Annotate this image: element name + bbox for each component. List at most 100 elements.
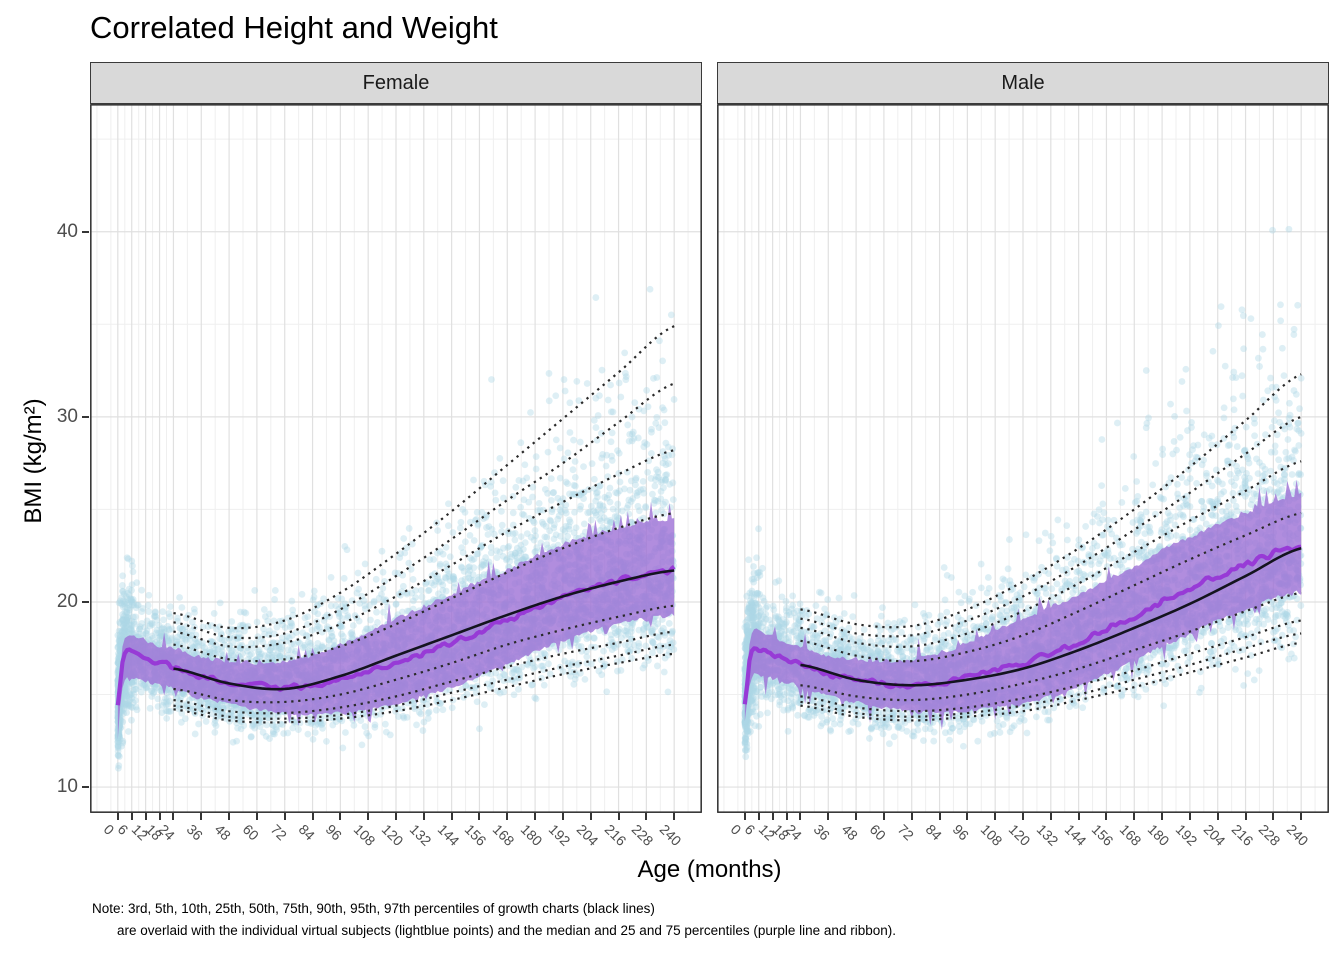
x-tick-label: 120 [378, 821, 407, 849]
x-tick-label: 192 [1172, 821, 1201, 849]
x-tick-mark [311, 813, 314, 820]
x-tick-mark [785, 813, 788, 820]
x-tick-mark [799, 813, 802, 820]
x-tick-mark [994, 813, 997, 820]
x-tick-mark [1161, 813, 1164, 820]
x-tick-label: 60 [239, 821, 262, 844]
x-tick-mark [172, 813, 175, 820]
y-axis-title: BMI (kg/m²) [20, 398, 47, 524]
x-tick-label: 216 [601, 821, 630, 849]
x-tick-mark [158, 813, 161, 820]
x-tick-mark [882, 813, 885, 820]
x-tick-label: 48 [838, 821, 862, 844]
x-tick-mark [910, 813, 913, 820]
x-tick-mark [673, 813, 676, 820]
x-tick-label: 168 [1116, 821, 1145, 849]
x-tick-mark [255, 813, 258, 820]
x-tick-label: 132 [1033, 821, 1062, 849]
x-tick-mark [1049, 813, 1052, 820]
x-tick-label: 96 [323, 821, 346, 844]
y-tick-label: 30 [56, 405, 78, 427]
x-tick-mark [966, 813, 969, 820]
note-line-1: Note: 3rd, 5th, 10th, 25th, 50th, 75th, … [92, 901, 655, 916]
x-tick-label: 72 [894, 821, 917, 844]
x-tick-label: 168 [489, 821, 518, 849]
x-tick-mark [1188, 813, 1191, 820]
x-tick-label: 84 [922, 821, 945, 844]
x-tick-label: 180 [517, 821, 546, 849]
x-tick-mark [478, 813, 481, 820]
x-tick-label: 144 [1061, 821, 1090, 849]
x-tick-mark [645, 813, 648, 820]
x-tick-mark [1133, 813, 1136, 820]
y-tick-label: 20 [56, 590, 78, 612]
x-axis-title: Age (months) [637, 856, 782, 883]
x-tick-mark [743, 813, 746, 820]
x-tick-label: 0 [727, 821, 745, 838]
x-tick-mark [771, 813, 774, 820]
x-tick-label: 144 [434, 821, 463, 849]
x-tick-label: 204 [573, 821, 602, 849]
x-tick-mark [395, 813, 397, 820]
x-tick-mark [1244, 813, 1247, 820]
x-tick-label: 120 [1005, 821, 1034, 849]
x-tick-label: 36 [810, 821, 834, 844]
x-tick-mark [116, 813, 119, 820]
x-tick-label: 156 [1089, 821, 1117, 849]
x-tick-mark [827, 813, 830, 820]
y-tick-label: 40 [56, 220, 78, 242]
x-tick-label: 60 [866, 821, 889, 844]
x-tick-label: 6 [114, 821, 132, 838]
x-tick-mark [200, 813, 203, 820]
x-tick-mark [534, 813, 537, 820]
y-tick-label: 10 [56, 776, 78, 798]
x-tick-label: 180 [1144, 821, 1173, 849]
x-tick-label: 228 [1256, 821, 1284, 849]
x-tick-mark [855, 813, 858, 820]
x-tick-label: 6 [741, 821, 759, 838]
y-tick-mark [82, 786, 89, 789]
x-tick-mark [1300, 813, 1303, 820]
x-tick-mark [450, 813, 453, 820]
facet-strip-female: Female [90, 62, 702, 104]
x-tick-mark [1216, 813, 1219, 820]
x-tick-label: 204 [1200, 821, 1229, 849]
x-tick-mark [1077, 813, 1080, 820]
y-tick-mark [82, 415, 89, 418]
x-tick-label: 24 [156, 821, 179, 844]
y-tick-mark [82, 600, 89, 603]
x-tick-mark [938, 813, 941, 820]
chart-title: Correlated Height and Weight [90, 10, 498, 45]
x-tick-label: 48 [211, 821, 235, 844]
panel-canvas-female [90, 104, 702, 813]
x-tick-label: 72 [267, 821, 290, 844]
x-tick-mark [1022, 813, 1024, 820]
x-tick-label: 156 [462, 821, 490, 849]
note-line-2: are overlaid with the individual virtual… [117, 923, 896, 938]
x-tick-mark [283, 813, 286, 820]
x-tick-mark [1272, 813, 1275, 820]
x-tick-mark [617, 813, 620, 820]
x-tick-label: 192 [545, 821, 574, 849]
x-tick-label: 36 [183, 821, 207, 844]
y-tick-mark [82, 230, 89, 233]
x-tick-label: 228 [629, 821, 657, 849]
x-tick-label: 132 [406, 821, 435, 849]
x-tick-label: 96 [950, 821, 973, 844]
x-tick-mark [422, 813, 425, 820]
x-tick-mark [506, 813, 509, 820]
x-tick-label: 240 [1283, 821, 1312, 849]
x-tick-mark [589, 813, 592, 820]
strip-label-male: Male [1001, 71, 1045, 94]
x-tick-label: 240 [656, 821, 685, 849]
x-tick-mark [339, 813, 342, 820]
facet-strip-male: Male [717, 62, 1329, 104]
x-tick-label: 216 [1228, 821, 1257, 849]
x-tick-label: 108 [350, 821, 379, 849]
x-tick-mark [228, 813, 231, 820]
x-tick-label: 84 [295, 821, 318, 844]
x-tick-label: 0 [100, 821, 118, 838]
x-tick-mark [144, 813, 147, 820]
x-tick-mark [757, 813, 760, 820]
